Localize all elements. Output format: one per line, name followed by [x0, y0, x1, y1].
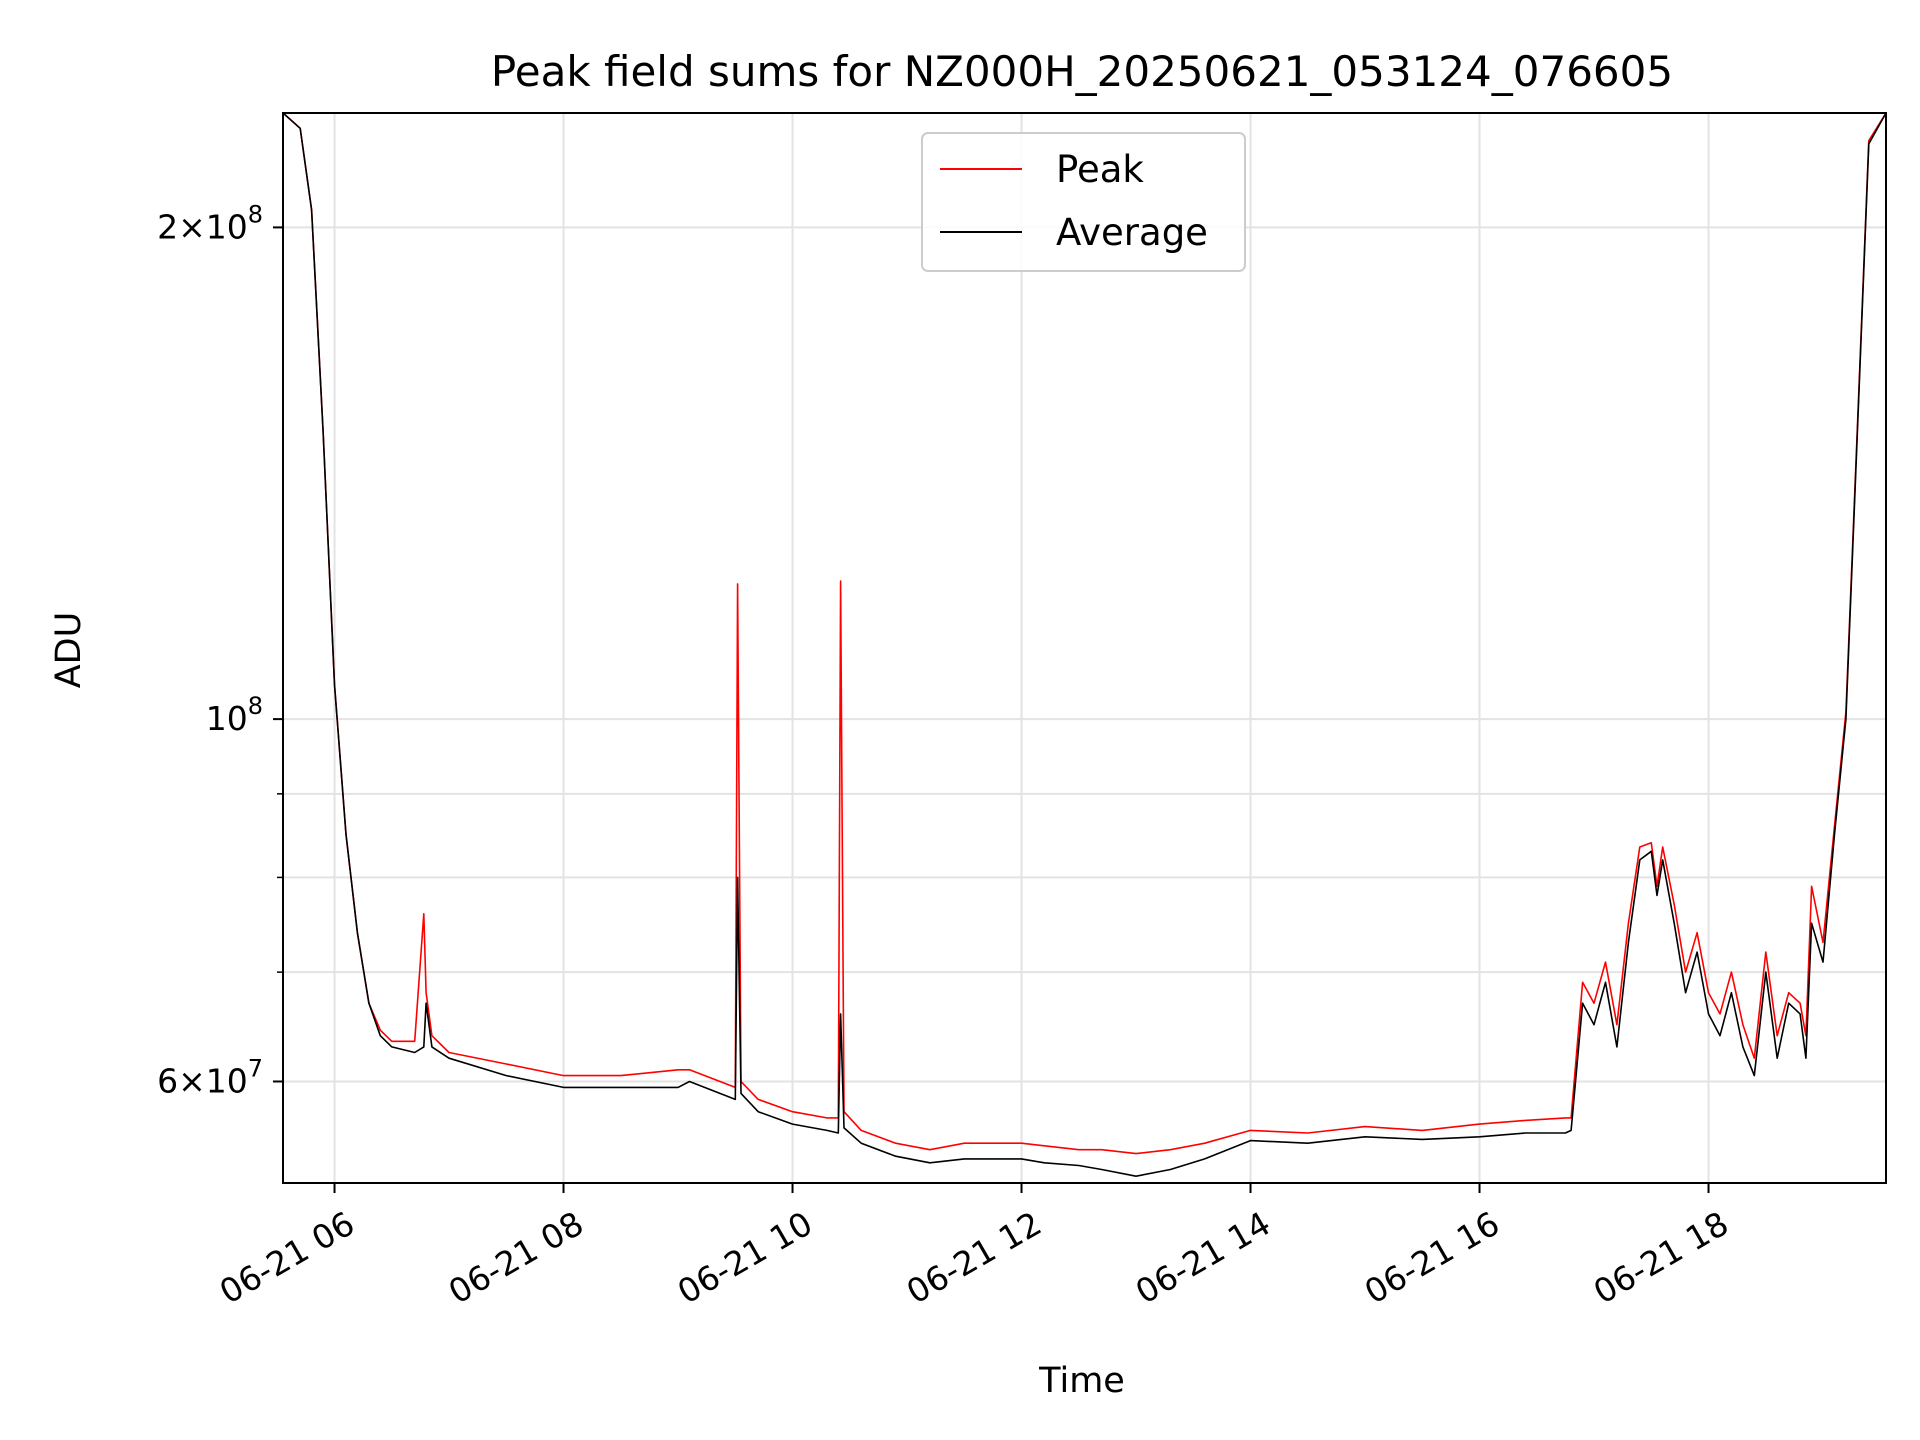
x-tick-label: 06-21 08 — [442, 1204, 590, 1312]
y-tick-label: 2×108 — [157, 200, 263, 246]
series-line-peak — [282, 112, 1887, 1155]
legend-peak-label: Peak — [1056, 148, 1144, 191]
x-tick-label: 06-21 18 — [1587, 1204, 1735, 1312]
x-tick-label: 06-21 16 — [1358, 1204, 1506, 1312]
x-tick-label: 06-21 10 — [671, 1204, 819, 1312]
series-line-average — [282, 112, 1887, 1177]
chart-title: Peak field sums for NZ000H_20250621_0531… — [491, 47, 1673, 96]
y-axis-ticks: 6×107 108 2×108 — [157, 200, 283, 1100]
legend-average-label: Average — [1056, 211, 1208, 254]
plot-lines — [282, 112, 1887, 1177]
y-tick-label: 108 — [206, 692, 263, 738]
y-tick-label: 6×107 — [157, 1054, 263, 1100]
x-tick-label: 06-21 06 — [213, 1204, 361, 1312]
legend: Peak Average — [921, 132, 1246, 272]
plot-frame — [282, 112, 1887, 1184]
x-axis-label: Time — [1038, 1361, 1125, 1401]
y-axis-label: ADU — [49, 612, 89, 689]
x-tick-label: 06-21 12 — [900, 1204, 1048, 1312]
grid-lines — [283, 113, 1886, 1183]
x-tick-label: 06-21 14 — [1129, 1204, 1277, 1312]
x-axis-ticks: 06-21 06 06-21 08 06-21 10 06-21 12 06-21 14… — [213, 1183, 1735, 1312]
legend-box — [921, 132, 1246, 272]
